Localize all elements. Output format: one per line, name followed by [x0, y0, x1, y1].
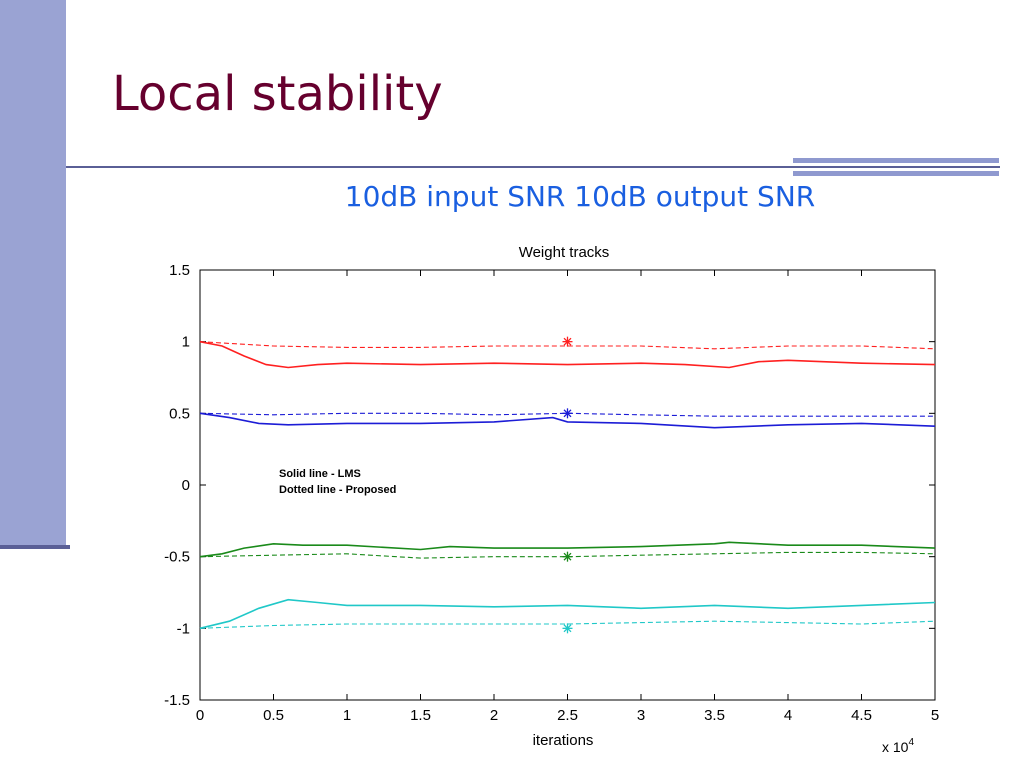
x-tick-label: 2.5: [557, 707, 578, 724]
x-tick-label: 3: [637, 707, 645, 724]
series-line-lms: [199, 412, 936, 429]
asterisk-marker: [562, 408, 573, 419]
series-line-proposed: [199, 412, 935, 417]
y-tick-label: 1: [182, 334, 190, 351]
x-tick-label: 0.5: [263, 707, 284, 724]
slide-left-bar-edge: [0, 545, 70, 549]
title-accent-bar-bottom: [793, 171, 999, 176]
y-tick-label: -1: [177, 620, 190, 637]
series-line-proposed: [199, 551, 936, 559]
series-line-proposed: [199, 341, 936, 350]
x-tick-label: 0: [196, 707, 204, 724]
y-tick-label: 1.5: [169, 262, 190, 279]
series-lines: [199, 340, 936, 630]
x-tick-label: 4: [784, 707, 792, 724]
series-line-lms: [199, 598, 936, 630]
x-tick-label: 4.5: [851, 707, 872, 724]
x-tick-label: 3.5: [704, 707, 725, 724]
series-line-proposed: [199, 620, 936, 629]
x-axis-multiplier-base: x 10: [882, 739, 909, 755]
chart-title: Weight tracks: [519, 244, 610, 261]
series-line-lms: [199, 340, 936, 369]
slide-left-bar: [0, 0, 66, 545]
series-markers: [562, 336, 573, 634]
x-tick-label: 1: [343, 707, 351, 724]
slide-title: Local stability: [112, 66, 443, 122]
y-tick-label: -0.5: [164, 549, 190, 566]
y-tick-label: 0.5: [169, 405, 190, 422]
x-tick-label: 1.5: [410, 707, 431, 724]
title-accent-bars: [793, 158, 999, 176]
x-axis-multiplier-exponent: 4: [908, 737, 914, 748]
asterisk-marker: [562, 623, 573, 634]
title-divider: [66, 166, 1000, 168]
y-tick-label: 0: [182, 477, 190, 494]
series-line-lms: [199, 541, 936, 558]
x-axis-label: iterations: [533, 732, 594, 749]
slide-subtitle: 10dB input SNR 10dB output SNR: [344, 180, 816, 213]
x-axis-multiplier: x 104: [882, 737, 914, 755]
asterisk-marker: [562, 336, 573, 347]
x-tick-label: 5: [931, 707, 939, 724]
title-accent-bar-top: [793, 158, 999, 163]
y-tick-label: -1.5: [164, 692, 190, 709]
chart-annotation-lms: Solid line - LMS: [279, 468, 361, 480]
x-tick-label: 2: [490, 707, 498, 724]
axis-ticks: 0 0.5 1 1.5 2 2.5 3 3.5 4 4.5 5 1.5 1 0.5 0 -0.5 -1 -1.5: [164, 262, 939, 724]
asterisk-marker: [562, 551, 573, 562]
chart-annotation-proposed: Dotted line - Proposed: [279, 484, 396, 496]
